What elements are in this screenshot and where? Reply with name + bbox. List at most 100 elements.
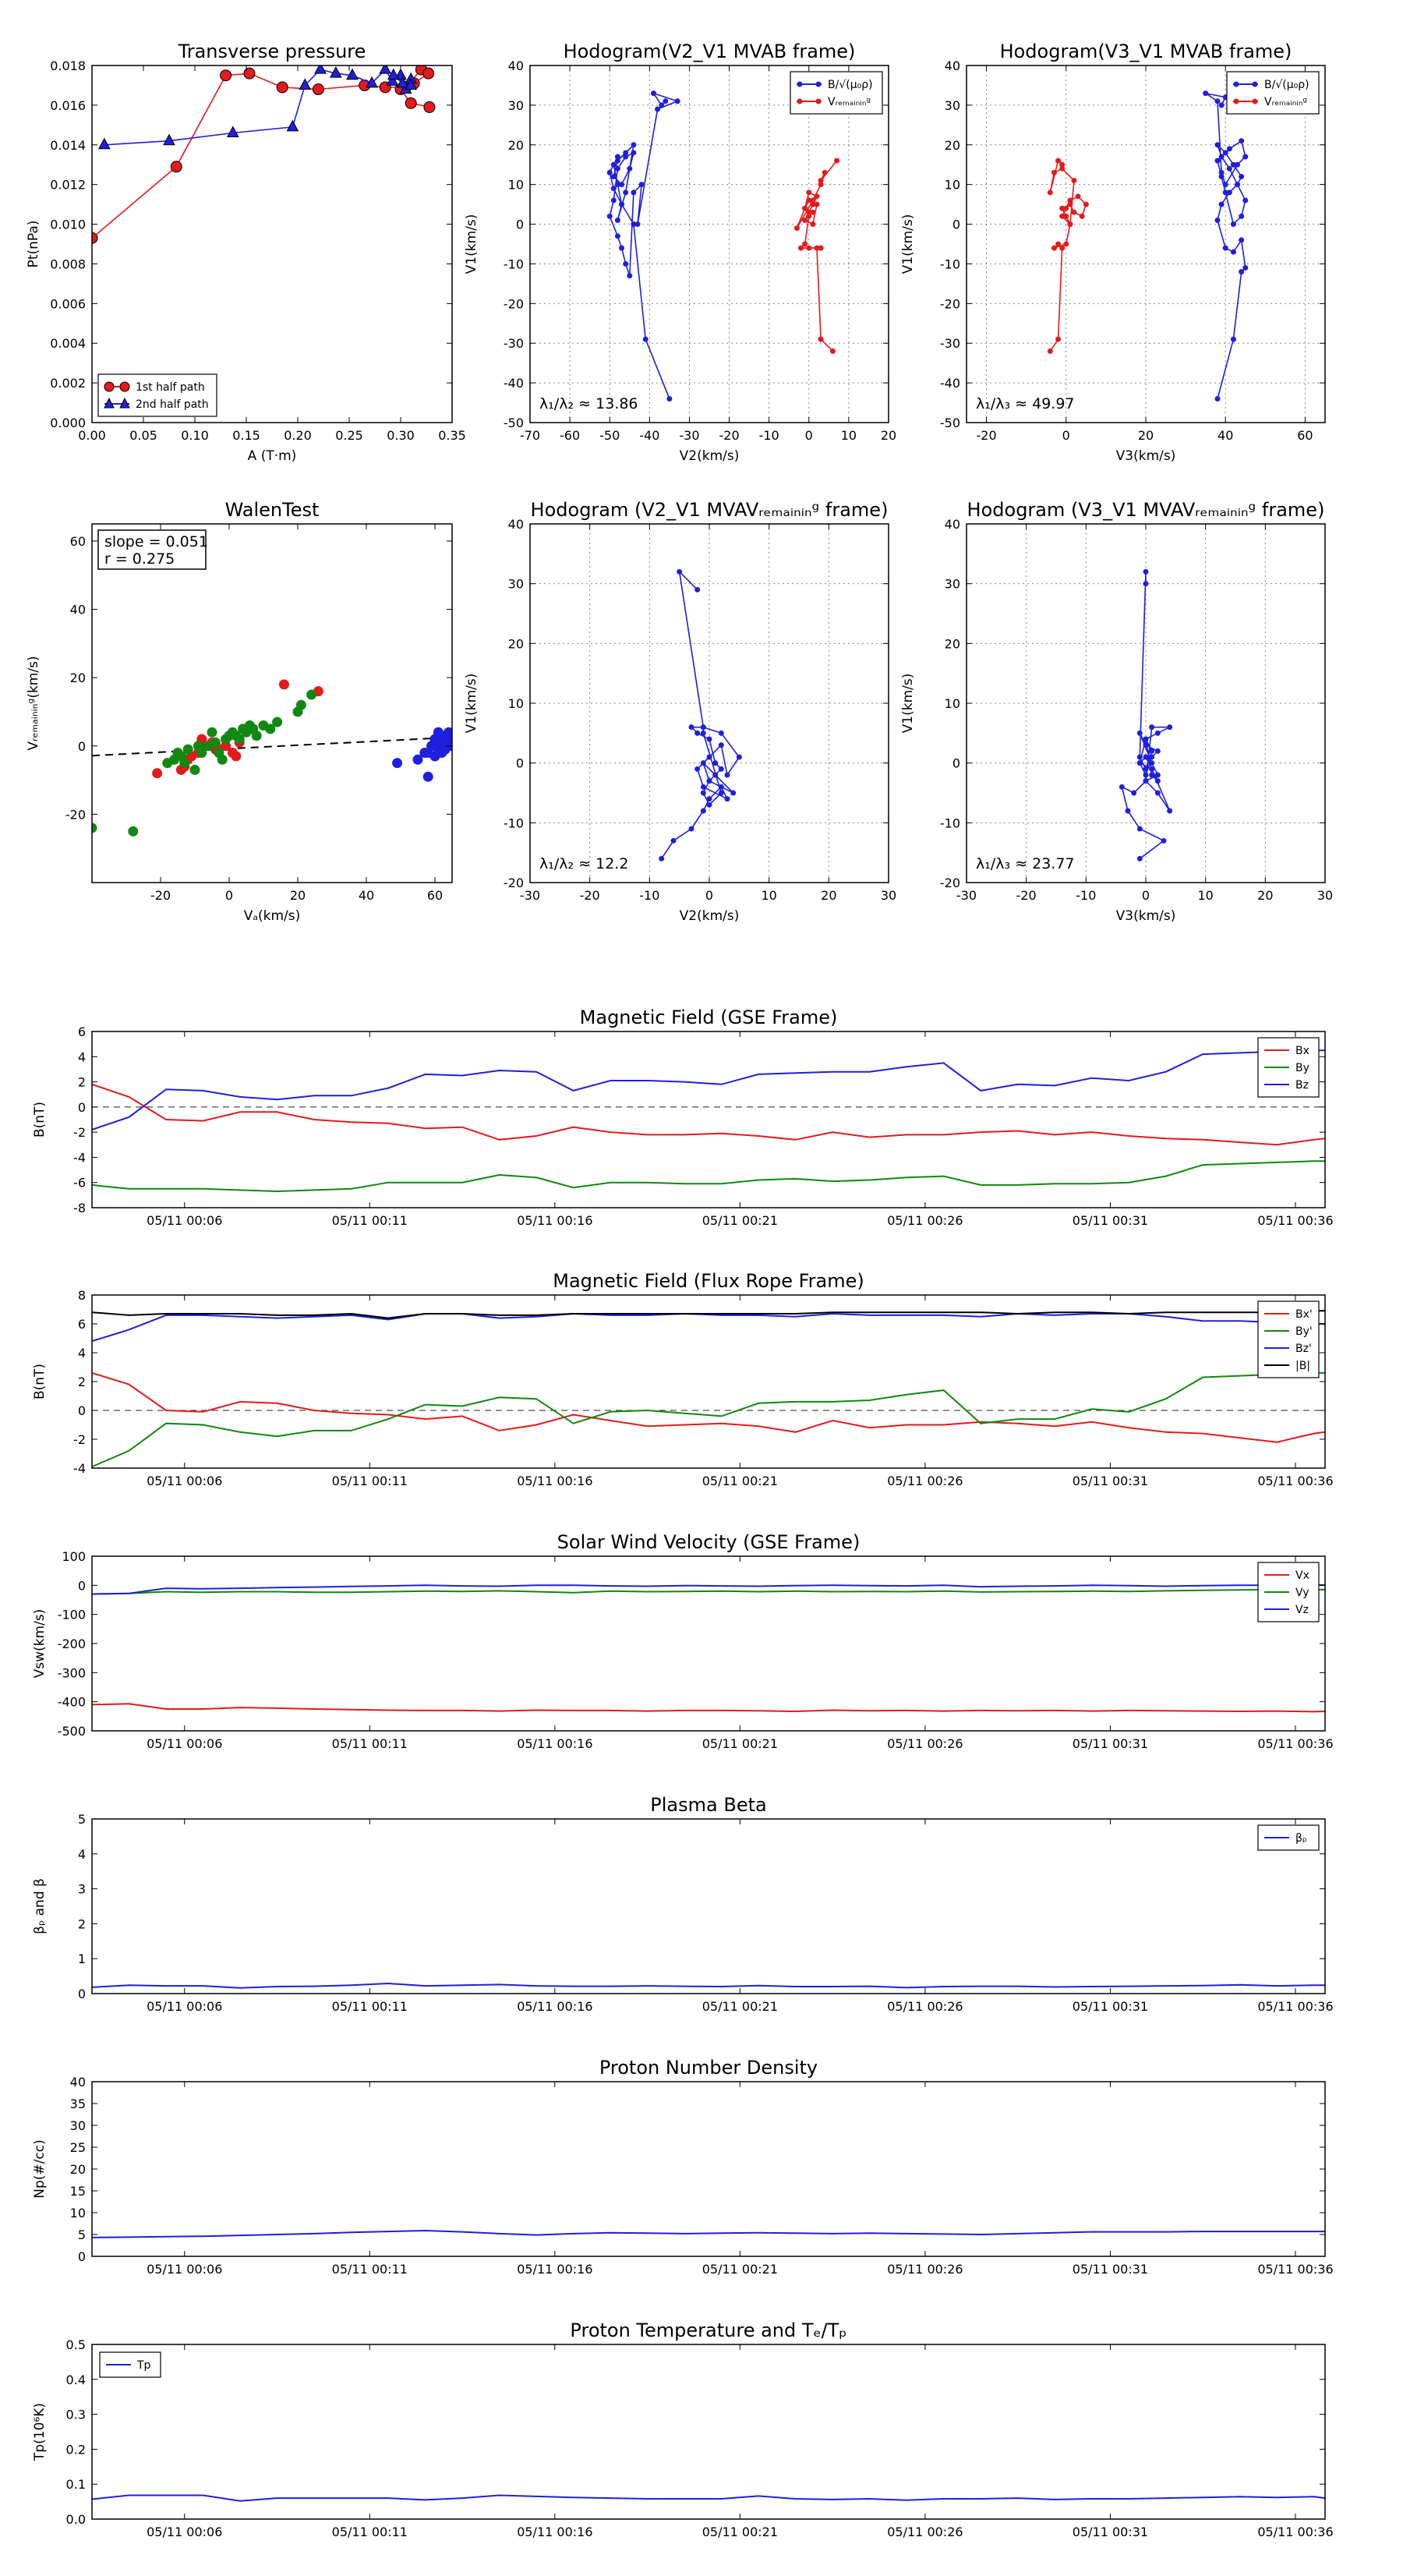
data-point (1235, 161, 1241, 168)
y-tick-label: 0.2 (66, 2442, 86, 2457)
data-point (806, 213, 812, 219)
y-tick-label: 20 (70, 2162, 86, 2177)
x-tick-label: 05/11 00:16 (517, 2525, 592, 2539)
x-tick-label: 05/11 00:31 (1073, 1213, 1148, 1228)
data-point (706, 801, 712, 808)
y-tick-label: 20 (945, 636, 960, 651)
data-point (386, 74, 399, 86)
series-line-0 (92, 2494, 1325, 2502)
data-point (1055, 241, 1062, 247)
chart-hodo_v2_mvav: -30 -20 -10 0 10 20 30-20-10010203040Hodogram … (464, 499, 896, 924)
series-line-1 (92, 1588, 1325, 1595)
chart-density: 05/11 00:06 05/11 00:11 05/11 00:16 05/11 0… (32, 2057, 1334, 2277)
y-tick-label: -200 (58, 1637, 86, 1651)
data-point (631, 150, 637, 156)
data-point (638, 182, 645, 188)
series-line-0 (92, 1083, 1325, 1146)
x-tick-label: 05/11 00:26 (887, 1474, 963, 1488)
data-point (412, 754, 423, 765)
data-point (1214, 395, 1221, 402)
y-tick-label: -20 (504, 876, 524, 890)
data-point (818, 336, 824, 342)
y-tick-label: 0 (78, 2249, 86, 2264)
data-point (1154, 778, 1161, 784)
data-point (610, 173, 617, 179)
x-tick-label: 05/11 00:31 (1073, 1736, 1148, 1751)
data-point (1055, 336, 1062, 342)
annotation-text: r = 0.275 (104, 550, 175, 568)
x-tick-label: -50 (599, 428, 620, 443)
x-tick-label: -20 (719, 428, 739, 443)
y-tick-label: 30 (945, 577, 960, 592)
data-point (627, 165, 633, 172)
legend-marker (104, 397, 115, 409)
legend-marker (815, 98, 822, 104)
data-point (694, 730, 701, 736)
data-point (712, 760, 719, 766)
x-tick-label: 05/11 00:11 (332, 1213, 408, 1228)
data-point (152, 768, 163, 779)
data-point (217, 754, 228, 765)
data-point (193, 741, 203, 752)
x-axis-label: A (T·m) (248, 448, 297, 464)
plot-frame (91, 1818, 1326, 1994)
y-tick-label: 30 (508, 98, 524, 113)
data-point (688, 826, 694, 832)
data-point (712, 772, 719, 778)
y-tick-label: 4 (78, 1346, 86, 1361)
data-area (92, 1982, 1325, 1989)
x-tick-label: 20 (881, 428, 896, 443)
legend-box (97, 373, 217, 417)
y-tick-label: -4 (73, 1461, 86, 1476)
x-tick-label: 05/11 00:06 (147, 1999, 222, 2014)
data-point (1161, 837, 1167, 844)
data-point (610, 197, 617, 203)
data-point (1218, 102, 1225, 108)
chart-sw_vel: 05/11 00:06 05/11 00:11 05/11 00:16 05/11 0… (32, 1531, 1334, 1751)
legend-label: Bx' (1295, 1308, 1313, 1321)
data-point (276, 81, 288, 94)
y-tick-label: 0.1 (66, 2477, 86, 2492)
x-tick-label: 05/11 00:21 (702, 1474, 778, 1488)
y-tick-label: 2 (78, 1375, 86, 1389)
legend: Tp (99, 2351, 161, 2378)
data-point (1230, 249, 1236, 255)
data-point (286, 119, 299, 132)
y-tick-label: 100 (62, 1549, 86, 1564)
data-point (718, 766, 724, 772)
y-tick-label: 60 (70, 534, 86, 549)
data-point (1143, 772, 1149, 778)
data-point (1149, 748, 1155, 754)
y-tick-label: 1 (78, 1951, 86, 1966)
x-tick-label: 0.15 (232, 428, 260, 443)
x-tick-label: 05/11 00:26 (887, 1213, 963, 1228)
x-tick-label: -30 (956, 888, 977, 903)
data-point (818, 182, 824, 188)
data-point (1059, 165, 1066, 172)
data-point (1083, 201, 1089, 207)
x-tick-label: 05/11 00:36 (1257, 1213, 1333, 1228)
data-point (330, 66, 342, 78)
data-point (655, 106, 661, 112)
x-tick-label: 05/11 00:16 (517, 1999, 592, 2014)
plot-frame (529, 65, 889, 423)
x-tick-label: 05/11 00:06 (147, 2525, 222, 2539)
data-point (818, 245, 824, 251)
data-point (1222, 189, 1228, 196)
data-point (314, 65, 327, 74)
data-point (1230, 336, 1236, 342)
x-tick-label: 05/11 00:06 (147, 1736, 222, 1751)
legend-label: Bz' (1295, 1343, 1312, 1355)
annotation-text: λ₁/λ₂ ≈ 13.86 (539, 395, 638, 412)
y-tick-label: 0 (78, 1403, 86, 1418)
x-tick-label: 05/11 00:21 (702, 1736, 778, 1751)
data-point (220, 69, 232, 82)
data-area (92, 1584, 1325, 1713)
x-tick-label: 10 (1197, 888, 1213, 903)
x-tick-label: 05/11 00:36 (1257, 2262, 1333, 2277)
data-point (736, 754, 742, 760)
x-axis-label: V2(km/s) (680, 448, 740, 464)
legend-marker (797, 81, 803, 87)
y-axis-label: V1(km/s) (464, 214, 479, 274)
x-tick-label: 40 (359, 888, 374, 903)
